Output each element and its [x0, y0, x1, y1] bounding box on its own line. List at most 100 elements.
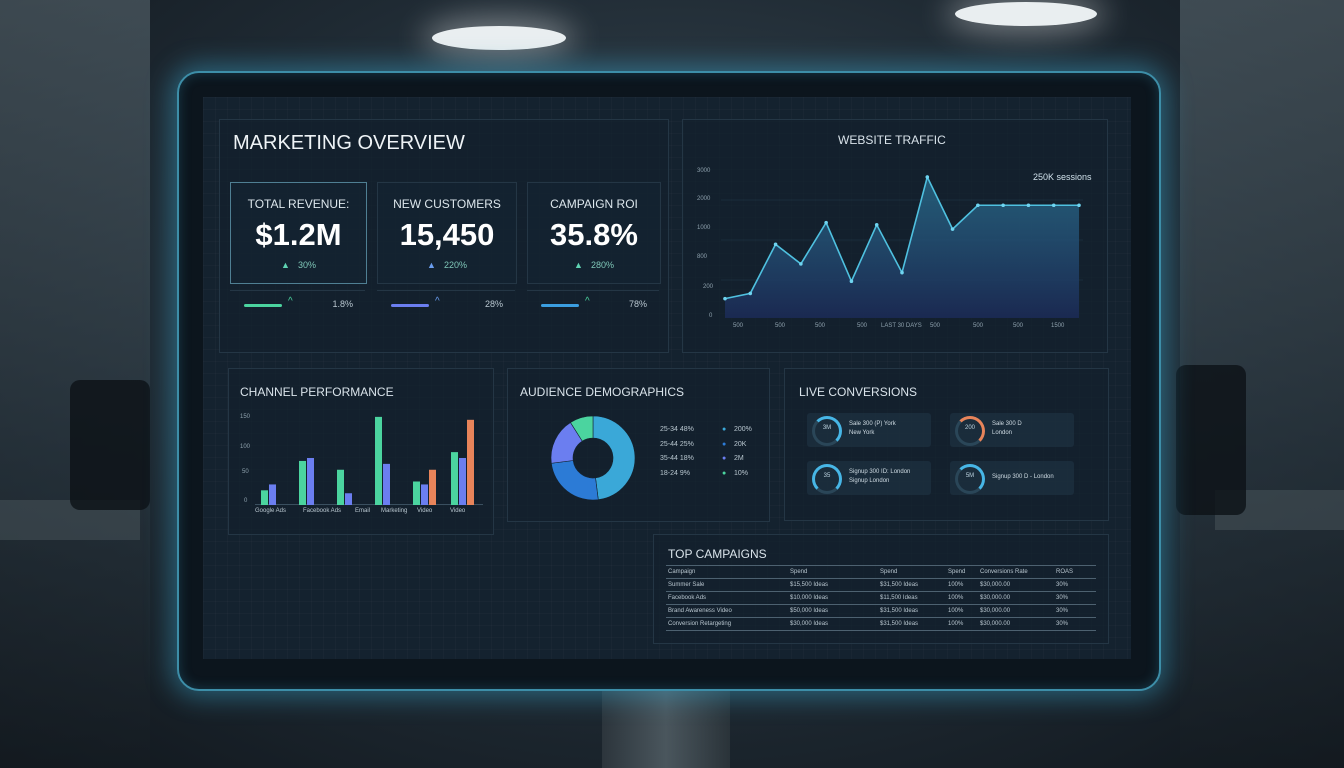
progress-ring-icon — [955, 416, 985, 446]
y-tick: 2000 — [697, 196, 711, 202]
legend-row: 35-44 18% — [660, 455, 694, 462]
mini-trend-revenue: ^ 1.8% — [230, 290, 365, 319]
table-cell: $11,500 Ideas — [878, 591, 946, 605]
donut-slice — [550, 460, 599, 501]
channel-x-axis: Google Ads Facebook Ads Email Marketing … — [251, 508, 481, 518]
kpi-card-roi[interactable]: CAMPAIGN ROI 35.8% ▲ 280% — [527, 182, 661, 284]
traffic-data-point — [950, 227, 955, 231]
channel-bar — [337, 469, 344, 505]
demographics-panel: AUDIENCE DEMOGRAPHICS 25-34 48% 25-44 25… — [507, 368, 770, 522]
kpi-label: TOTAL REVENUE: — [247, 197, 350, 211]
conversion-line-1: Sale 300 D — [992, 421, 1022, 427]
legend-dot: ● — [722, 470, 727, 477]
ceiling-light — [432, 26, 566, 50]
ceiling-light — [955, 2, 1097, 26]
traffic-data-point — [849, 279, 854, 284]
legend-label: 18-24 9% — [660, 470, 690, 477]
channel-bar — [261, 490, 268, 505]
kpi-card-customers[interactable]: NEW CUSTOMERS 15,450 ▲ 220% — [377, 182, 517, 284]
table-row[interactable]: Conversion Retargeting $30,000 Ideas $31… — [666, 617, 1096, 631]
channel-bar — [299, 460, 306, 505]
conversion-item[interactable]: 3M Sale 300 (P) York New York — [807, 413, 931, 447]
kpi-delta-text: 280% — [590, 260, 614, 270]
campaigns-panel: TOP CAMPAIGNS Campaign Spend Spend Spend… — [653, 534, 1109, 644]
channel-bar — [375, 416, 382, 505]
y-tick: 0 — [709, 313, 713, 319]
traffic-title: WEBSITE TRAFFIC — [838, 133, 946, 147]
traffic-callout: 250K sessions — [1033, 172, 1092, 182]
legend-row: 25-44 25% — [660, 441, 694, 448]
table-cell: Conversion Retargeting — [666, 617, 788, 631]
conversion-item[interactable]: 35 Signup 300 ID: London Signup London — [807, 461, 931, 495]
traffic-area-chart — [721, 174, 1083, 318]
traffic-panel: WEBSITE TRAFFIC 250K sessions 3000 2000 … — [682, 119, 1108, 353]
x-tick: 500 — [733, 323, 744, 329]
traffic-data-point — [799, 262, 803, 266]
conversion-item[interactable]: 5M Signup 300 D - London — [950, 461, 1074, 495]
table-row[interactable]: Facebook Ads $10,000 Ideas $11,500 Ideas… — [666, 591, 1096, 605]
legend-row: 25-34 48% — [660, 426, 694, 433]
traffic-data-point — [1001, 203, 1005, 208]
kpi-card-revenue[interactable]: TOTAL REVENUE: $1.2M ▲ 30% — [230, 182, 367, 284]
column-header: Spend — [878, 565, 946, 579]
conversion-line-1: Signup 300 D - London — [992, 474, 1054, 480]
table-cell: $31,500 Ideas — [878, 617, 946, 631]
traffic-data-point — [773, 242, 778, 247]
traffic-data-point — [1026, 203, 1031, 208]
table-row[interactable]: Summer Sale $15,500 Ideas $31,500 Ideas … — [666, 578, 1096, 592]
monitor-stand — [602, 686, 730, 768]
x-tick: 500 — [857, 323, 868, 329]
channel-bar — [307, 458, 314, 505]
channel-bar — [383, 463, 390, 505]
ring-label: 35 — [823, 473, 831, 479]
y-tick: 200 — [703, 284, 714, 290]
legend-value: 200% — [734, 426, 752, 433]
kpi-delta: ▲ 30% — [231, 260, 366, 270]
kpi-value: 35.8% — [550, 217, 638, 252]
mini-value: 28% — [484, 299, 503, 309]
mini-value: 78% — [628, 299, 647, 309]
column-header: Conversions Rate — [978, 565, 1054, 579]
demographics-donut-chart — [550, 415, 636, 501]
y-tick: 0 — [244, 498, 248, 504]
table-cell: $31,500 Ideas — [878, 604, 946, 618]
y-tick: 50 — [242, 469, 249, 475]
table-cell: 100% — [946, 578, 978, 592]
kpi-delta-text: 220% — [443, 260, 467, 270]
channel-panel: CHANNEL PERFORMANCE 150 100 50 0 Google … — [228, 368, 494, 535]
trend-bar — [541, 304, 579, 307]
campaigns-table: Campaign Spend Spend Spend Conversions R… — [666, 565, 1096, 631]
legend-label: 35-44 18% — [660, 455, 694, 462]
y-tick: 800 — [697, 254, 708, 260]
kpi-delta: ▲ 220% — [378, 260, 516, 270]
progress-ring-icon — [955, 464, 985, 494]
legend-value: 2M — [734, 455, 744, 462]
legend-value: 20K — [734, 441, 747, 448]
x-tick: 500 — [973, 323, 984, 329]
conversion-item[interactable]: 200 Sale 300 D London — [950, 413, 1074, 447]
table-row[interactable]: Brand Awareness Video $50,000 Ideas $31,… — [666, 604, 1096, 618]
table-cell: 100% — [946, 617, 978, 631]
x-tick: Video — [417, 508, 433, 514]
demographics-title: AUDIENCE DEMOGRAPHICS — [520, 385, 685, 399]
ring-label: 5M — [965, 473, 975, 479]
trend-bar — [391, 304, 429, 307]
table-cell: $30,000.00 — [978, 604, 1054, 618]
legend-row: 18-24 9% — [660, 470, 690, 477]
kpi-value: $1.2M — [255, 217, 342, 252]
conversion-line-1: Sale 300 (P) York — [849, 421, 896, 427]
x-tick: Google Ads — [255, 508, 287, 514]
legend-label: 25-34 48% — [660, 426, 694, 433]
x-tick: Facebook Ads — [303, 508, 342, 514]
x-tick: 500 — [815, 323, 826, 329]
mini-trend-customers: ^ 28% — [377, 290, 515, 319]
conversion-line-2: Signup London — [849, 478, 890, 484]
table-cell: $10,000 Ideas — [788, 591, 878, 605]
table-cell: $15,500 Ideas — [788, 578, 878, 592]
arrow-up-icon: ▲ — [281, 260, 290, 270]
traffic-data-point — [874, 223, 879, 227]
table-cell: 30% — [1054, 617, 1096, 631]
channel-bar — [467, 419, 474, 505]
ring-label: 200 — [964, 425, 975, 431]
table-cell: $30,000.00 — [978, 578, 1054, 592]
